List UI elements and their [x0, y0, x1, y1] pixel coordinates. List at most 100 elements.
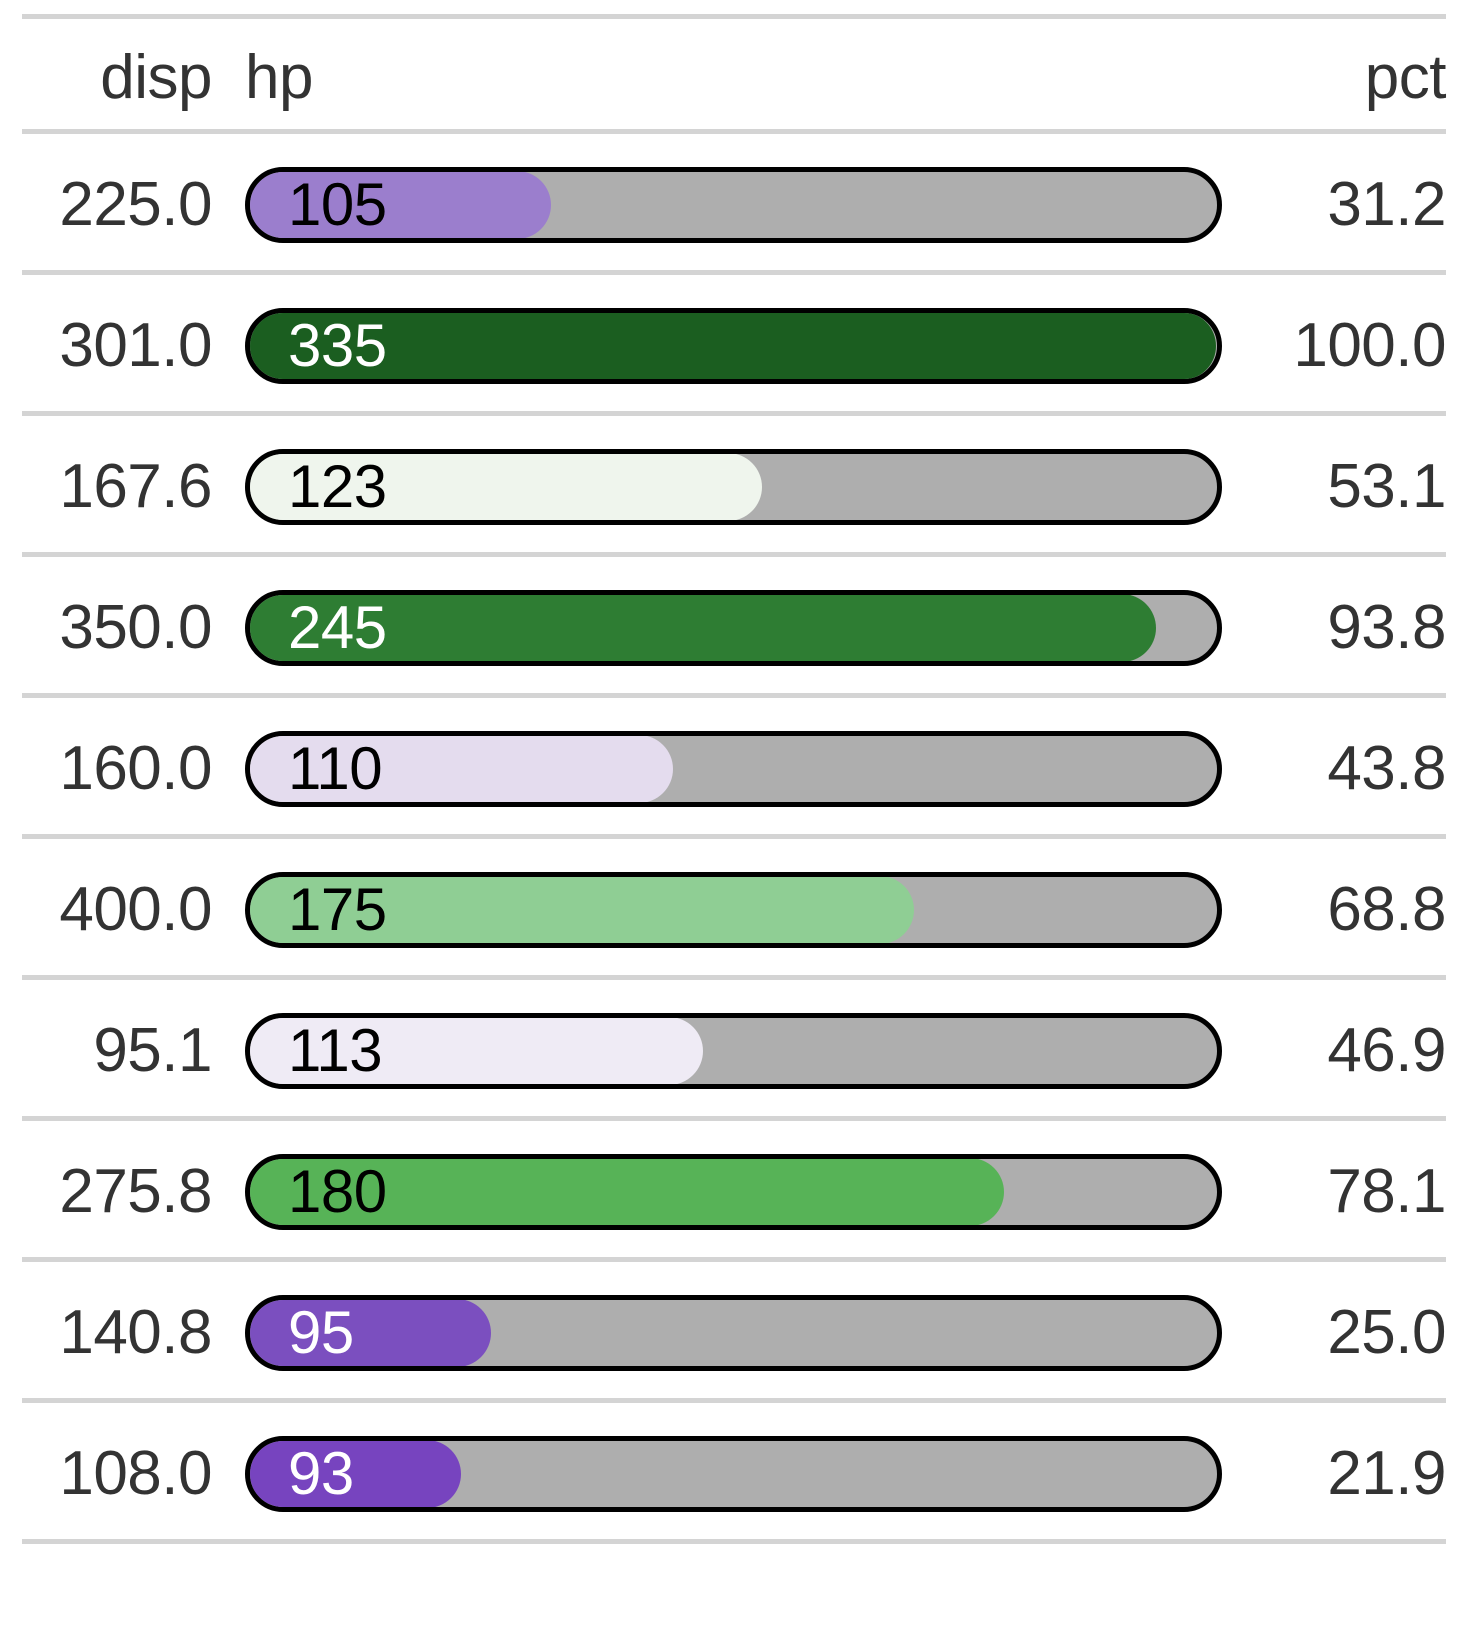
table-row[interactable]: 275.8 180 78.1: [0, 1121, 1468, 1262]
table-row[interactable]: 167.6 123 53.1: [0, 416, 1468, 557]
cell-disp-value: 95.1: [93, 1016, 212, 1085]
hp-bar-fill: [250, 876, 915, 943]
table-row-rule: [22, 1257, 1446, 1262]
cell-disp: 301.0: [0, 275, 212, 416]
table-rule-top: [22, 14, 1446, 19]
hp-bar-value-label: 180: [288, 1157, 387, 1225]
cell-pct: 46.9: [1222, 980, 1446, 1121]
cell-disp: 350.0: [0, 557, 212, 698]
hp-bar-track[interactable]: 245: [245, 589, 1222, 666]
hp-bar-track[interactable]: 110: [245, 730, 1222, 807]
table-row-rule: [22, 1398, 1446, 1403]
table-row[interactable]: 225.0 105 31.2: [0, 134, 1468, 275]
cell-disp: 108.0: [0, 1403, 212, 1544]
cell-pct-value: 46.9: [1327, 1016, 1446, 1085]
table-row[interactable]: 400.0 175 68.8: [0, 839, 1468, 980]
cell-pct-value: 25.0: [1327, 1298, 1446, 1367]
cell-disp: 160.0: [0, 698, 212, 839]
cell-disp-value: 108.0: [59, 1439, 212, 1508]
cell-disp-value: 301.0: [59, 311, 212, 380]
column-header-pct-label: pct: [1364, 43, 1447, 112]
column-header-pct: pct: [1222, 25, 1447, 130]
cell-disp-value: 350.0: [59, 593, 212, 662]
cell-pct: 78.1: [1222, 1121, 1446, 1262]
table-rule-header-bottom: [22, 129, 1446, 134]
cell-hp: 113: [245, 980, 1222, 1121]
cell-pct: 53.1: [1222, 416, 1446, 557]
cell-pct: 43.8: [1222, 698, 1446, 839]
hp-bar-track[interactable]: 95: [245, 1294, 1222, 1371]
table-row[interactable]: 95.1 113 46.9: [0, 980, 1468, 1121]
cell-hp: 245: [245, 557, 1222, 698]
cell-pct-value: 31.2: [1327, 170, 1446, 239]
table-row[interactable]: 108.0 93 21.9: [0, 1403, 1468, 1544]
hp-bar-value-label: 110: [288, 734, 383, 802]
cell-pct-value: 53.1: [1327, 452, 1446, 521]
column-header-hp: hp: [245, 25, 1222, 130]
hp-bar-value-label: 245: [288, 593, 387, 661]
cell-pct: 31.2: [1222, 134, 1446, 275]
cell-disp: 167.6: [0, 416, 212, 557]
cell-pct-value: 68.8: [1327, 875, 1446, 944]
hp-bar-value-label: 335: [288, 311, 387, 379]
hp-bar-fill: [250, 312, 1216, 379]
table-header-row: disp hp pct: [0, 25, 1468, 130]
cell-pct: 100.0: [1222, 275, 1446, 416]
cell-disp-value: 275.8: [59, 1157, 212, 1226]
cell-pct: 93.8: [1222, 557, 1446, 698]
hp-bar-fill: [250, 171, 551, 238]
cell-pct: 25.0: [1222, 1262, 1446, 1403]
cell-hp: 335: [245, 275, 1222, 416]
cell-disp: 275.8: [0, 1121, 212, 1262]
table-row[interactable]: 160.0 110 43.8: [0, 698, 1468, 839]
table-row-rule: [22, 1116, 1446, 1121]
cell-disp: 225.0: [0, 134, 212, 275]
hp-bar-track[interactable]: 113: [245, 1012, 1222, 1089]
cell-disp: 95.1: [0, 980, 212, 1121]
table-row[interactable]: 140.8 95 25.0: [0, 1262, 1468, 1403]
cell-disp-value: 167.6: [59, 452, 212, 521]
cell-disp-value: 225.0: [59, 170, 212, 239]
hp-bar-value-label: 113: [288, 1016, 383, 1084]
table-row-rule: [22, 270, 1446, 275]
hp-bar-track[interactable]: 180: [245, 1153, 1222, 1230]
cell-disp-value: 140.8: [59, 1298, 212, 1367]
table-row[interactable]: 350.0 245 93.8: [0, 557, 1468, 698]
table-row-rule: [22, 975, 1446, 980]
hp-bar-value-label: 123: [288, 452, 387, 520]
table-row-rule: [22, 834, 1446, 839]
cell-hp: 93: [245, 1403, 1222, 1544]
cell-pct-value: 93.8: [1327, 593, 1446, 662]
cell-hp: 110: [245, 698, 1222, 839]
cell-hp: 175: [245, 839, 1222, 980]
cell-pct-value: 78.1: [1327, 1157, 1446, 1226]
hp-bar-fill: [250, 1299, 491, 1366]
cell-disp: 140.8: [0, 1262, 212, 1403]
hp-bar-track[interactable]: 93: [245, 1435, 1222, 1512]
table-row[interactable]: 301.0 335 100.0: [0, 275, 1468, 416]
cell-disp: 400.0: [0, 839, 212, 980]
hp-bar-track[interactable]: 335: [245, 307, 1222, 384]
hp-bar-fill: [250, 1158, 1005, 1225]
hp-bar-track[interactable]: 123: [245, 448, 1222, 525]
hp-bar-value-label: 93: [288, 1439, 354, 1507]
cell-hp: 105: [245, 134, 1222, 275]
cell-pct-value: 21.9: [1327, 1439, 1446, 1508]
hp-bar-fill: [250, 594, 1157, 661]
hp-bar-fill: [250, 1440, 461, 1507]
cell-hp: 123: [245, 416, 1222, 557]
cell-hp: 180: [245, 1121, 1222, 1262]
hp-bar-track[interactable]: 105: [245, 166, 1222, 243]
hp-bar-track[interactable]: 175: [245, 871, 1222, 948]
column-header-hp-label: hp: [245, 43, 313, 112]
column-header-disp-label: disp: [100, 43, 212, 112]
table-row-rule: [22, 411, 1446, 416]
hp-bar-fill: [250, 735, 673, 802]
hp-bar-value-label: 105: [288, 170, 387, 238]
cell-disp-value: 400.0: [59, 875, 212, 944]
hp-bar-value-label: 175: [288, 875, 387, 943]
table-row-rule: [22, 552, 1446, 557]
cell-hp: 95: [245, 1262, 1222, 1403]
cell-pct: 68.8: [1222, 839, 1446, 980]
